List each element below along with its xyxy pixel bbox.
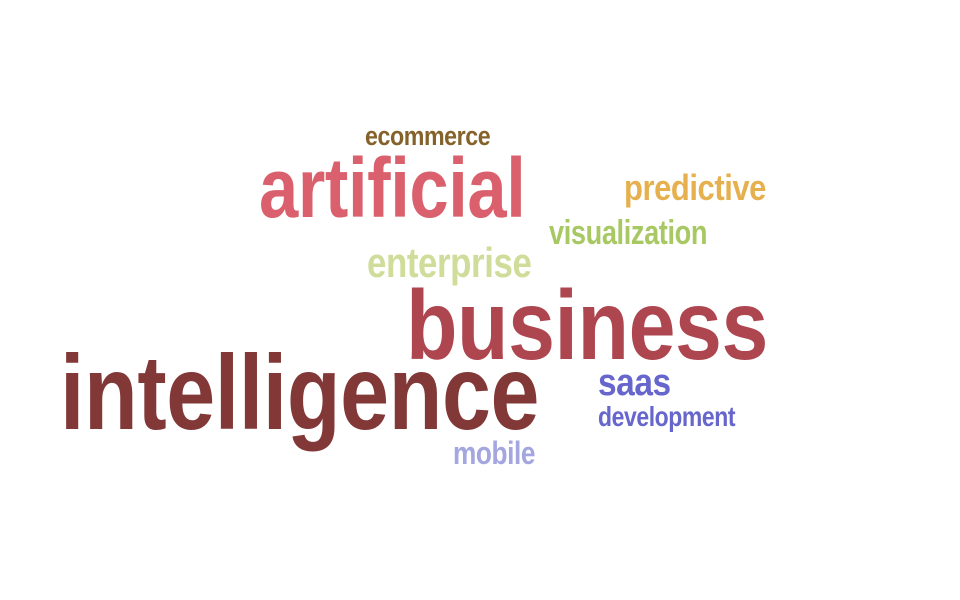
word-visualization: visualization xyxy=(549,214,708,252)
word-ecommerce: ecommerce xyxy=(365,121,491,151)
word-development: development xyxy=(598,401,736,432)
word-enterprise: enterprise xyxy=(367,239,532,286)
word-saas: saas xyxy=(598,362,671,404)
word-predictive: predictive xyxy=(624,167,766,208)
word-business: business xyxy=(406,270,768,380)
word-intelligence: intelligence xyxy=(60,334,540,452)
word-artificial: artificial xyxy=(259,141,526,235)
word-mobile: mobile xyxy=(453,435,536,471)
